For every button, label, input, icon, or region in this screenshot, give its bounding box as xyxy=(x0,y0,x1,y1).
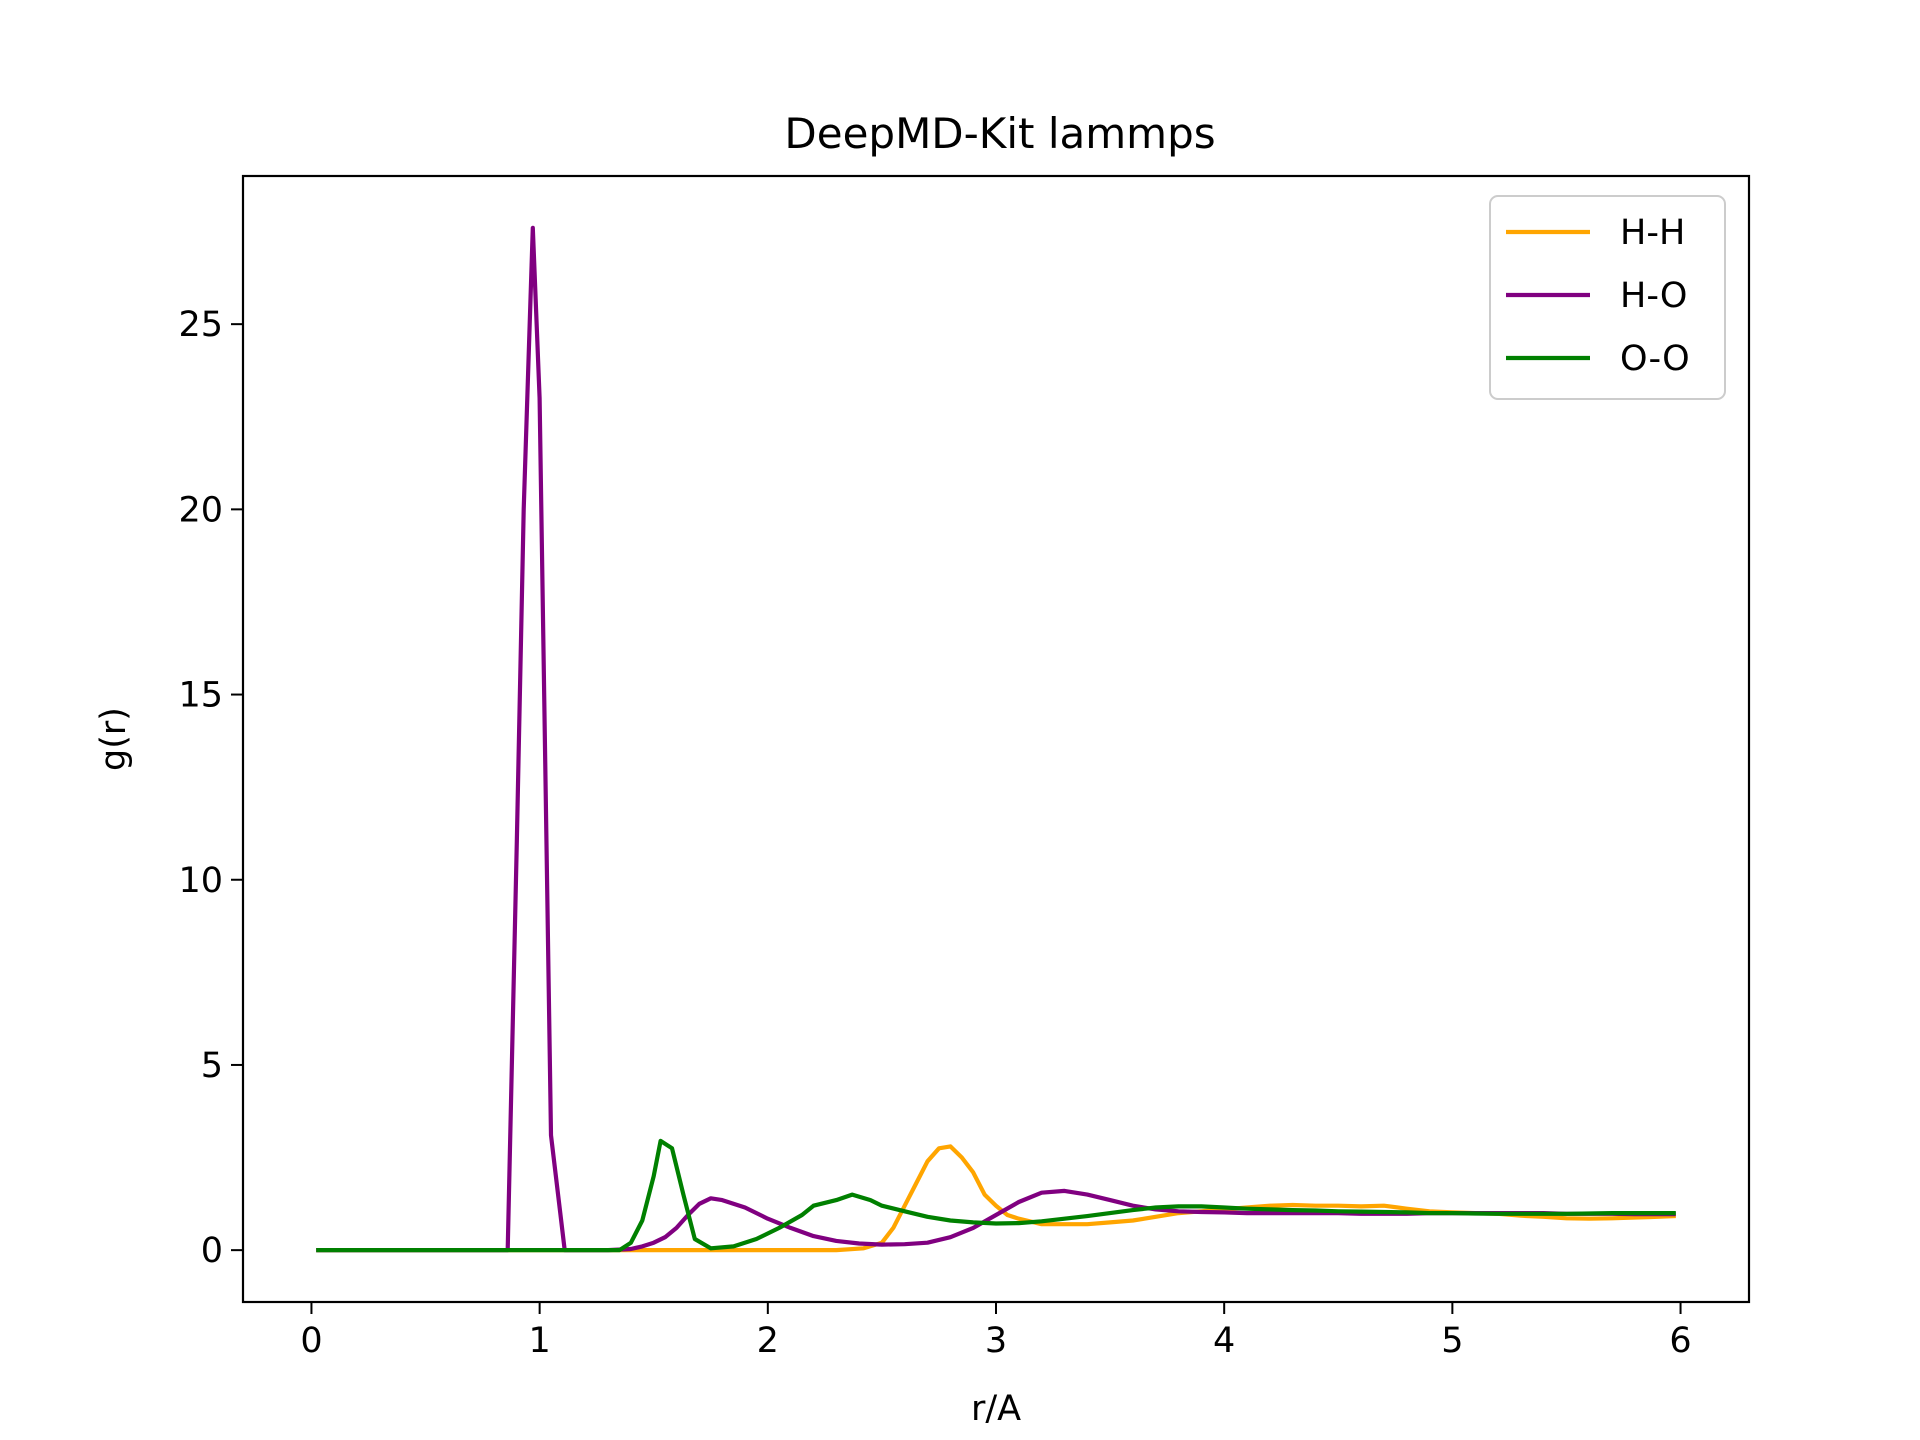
x-tick-label: 6 xyxy=(1669,1321,1691,1361)
legend-label: H-H xyxy=(1620,213,1685,253)
legend-label: H-O xyxy=(1620,276,1687,316)
x-axis-label: r/A xyxy=(971,1389,1021,1429)
y-axis-label: g(r) xyxy=(94,707,134,771)
x-tick-label: 1 xyxy=(528,1321,550,1361)
x-tick-label: 2 xyxy=(757,1321,779,1361)
legend-label: O-O xyxy=(1620,339,1690,379)
axis-ticks: 0 1 2 3 4 5 6 0 5 10 15 20 25 xyxy=(178,305,1691,1361)
series-line-o-o xyxy=(316,1138,1676,1253)
legend-box xyxy=(1489,195,1726,400)
legend: H-H H-O O-O xyxy=(1489,195,1726,400)
x-tick-label: 5 xyxy=(1441,1321,1463,1361)
y-tick-label: 5 xyxy=(201,1046,223,1086)
x-tick-label: 0 xyxy=(300,1321,322,1361)
y-tick-label: 0 xyxy=(201,1231,223,1271)
y-tick-label: 15 xyxy=(178,676,223,716)
chart-title: DeepMD-Kit lammps xyxy=(784,109,1215,158)
y-tick-label: 10 xyxy=(178,861,223,901)
x-tick-label: 3 xyxy=(985,1321,1007,1361)
series-group xyxy=(316,225,1676,1253)
x-tick-label: 4 xyxy=(1213,1321,1235,1361)
y-tick-label: 20 xyxy=(178,490,223,530)
y-tick-label: 25 xyxy=(178,305,223,345)
